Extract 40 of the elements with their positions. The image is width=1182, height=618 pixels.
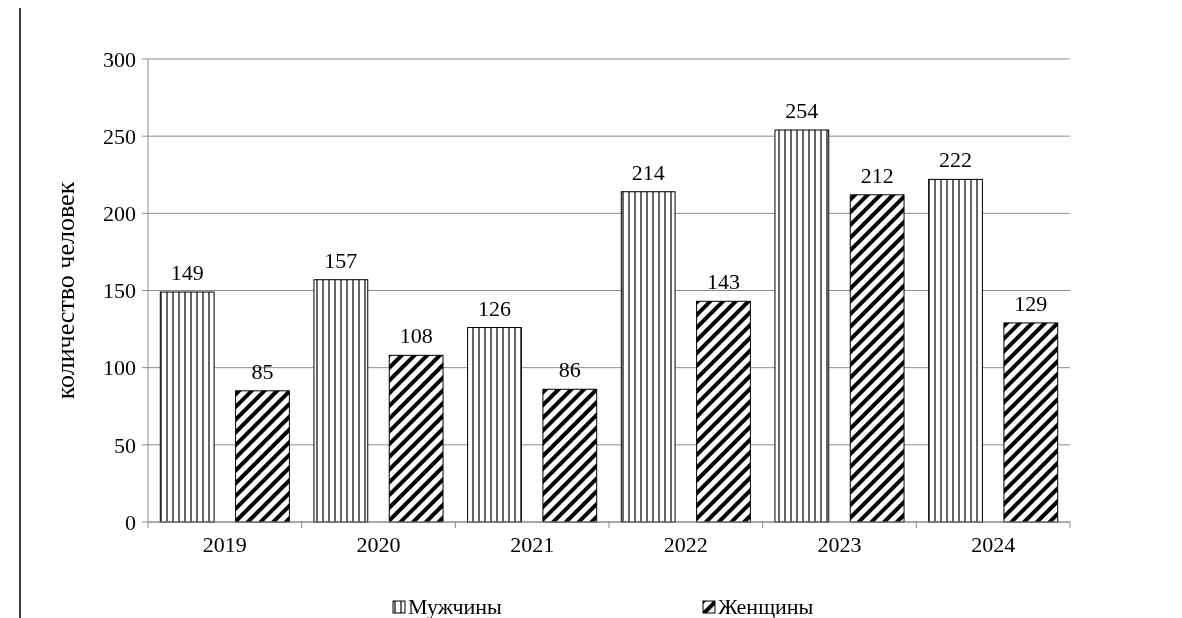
data-label: 129 [1014, 290, 1048, 316]
legend-label: Мужчины [408, 594, 502, 618]
y-tick-label: 0 [125, 509, 136, 535]
data-label: 86 [558, 357, 581, 383]
bar [849, 194, 905, 523]
y-tick-label: 100 [103, 355, 136, 381]
y-axis-title: количество человек [51, 181, 80, 400]
bar [388, 354, 444, 523]
bar [159, 291, 215, 523]
data-label: 157 [324, 247, 358, 273]
data-label: 85 [251, 358, 274, 384]
bar [467, 327, 522, 523]
y-tick-label: 50 [114, 432, 136, 458]
x-tick-label: 2023 [817, 532, 862, 557]
x-tick-label: 2019 [202, 532, 247, 557]
bar [542, 388, 598, 523]
x-tick-label: 2021 [510, 532, 555, 557]
bar [928, 178, 983, 523]
bar [620, 191, 676, 523]
y-tick-label: 150 [103, 278, 136, 304]
data-label: 212 [860, 162, 894, 188]
bar [1003, 322, 1059, 523]
bar [313, 279, 369, 523]
data-label: 143 [706, 269, 740, 295]
y-tick-label: 300 [103, 46, 136, 72]
data-label: 254 [785, 97, 819, 123]
bar [774, 129, 830, 523]
data-label: 149 [170, 260, 204, 286]
data-label: 108 [399, 323, 433, 349]
legend-label: Женщины [718, 594, 814, 618]
bar [235, 390, 290, 523]
y-tick-label: 250 [103, 123, 136, 149]
data-label: 214 [631, 159, 665, 185]
y-tick-label: 200 [103, 201, 136, 227]
data-label: 222 [939, 147, 973, 173]
data-label: 126 [478, 295, 512, 321]
x-tick-label: 2022 [663, 532, 708, 557]
bar [696, 300, 751, 523]
x-tick-label: 2020 [356, 532, 401, 557]
x-tick-label: 2024 [971, 532, 1016, 557]
